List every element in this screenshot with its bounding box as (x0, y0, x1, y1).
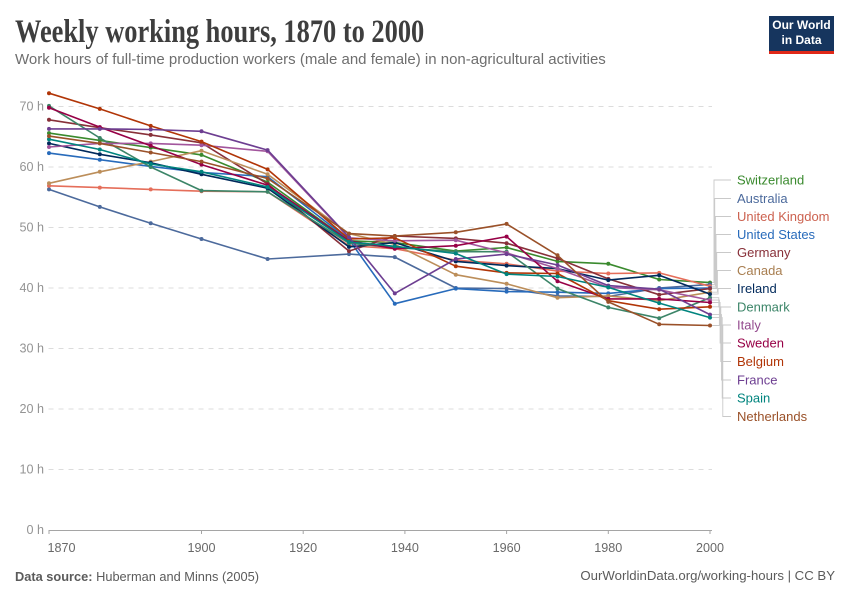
svg-text:1960: 1960 (493, 541, 521, 555)
svg-text:50 h: 50 h (19, 221, 44, 235)
svg-text:Ireland: Ireland (737, 281, 777, 296)
svg-text:1870: 1870 (48, 541, 76, 555)
svg-text:40 h: 40 h (19, 281, 44, 295)
svg-text:France: France (737, 373, 777, 388)
svg-text:Germany: Germany (737, 245, 791, 260)
svg-text:1920: 1920 (289, 541, 317, 555)
svg-text:1900: 1900 (187, 541, 215, 555)
svg-text:Switzerland: Switzerland (737, 173, 804, 188)
svg-text:United Kingdom: United Kingdom (737, 209, 830, 224)
svg-text:Sweden: Sweden (737, 336, 784, 351)
svg-text:Australia: Australia (737, 191, 788, 206)
svg-text:Denmark: Denmark (737, 300, 790, 315)
svg-text:60 h: 60 h (19, 160, 44, 174)
svg-text:Netherlands: Netherlands (737, 409, 808, 424)
svg-text:Spain: Spain (737, 391, 770, 406)
svg-text:10 h: 10 h (19, 463, 44, 477)
svg-text:0 h: 0 h (26, 523, 44, 537)
svg-text:Belgium: Belgium (737, 354, 784, 369)
svg-text:Italy: Italy (737, 318, 761, 333)
svg-text:1980: 1980 (594, 541, 622, 555)
svg-text:30 h: 30 h (19, 342, 44, 356)
svg-text:1940: 1940 (391, 541, 419, 555)
svg-text:70 h: 70 h (19, 100, 44, 114)
svg-text:United States: United States (737, 227, 816, 242)
svg-text:Canada: Canada (737, 263, 783, 278)
svg-text:20 h: 20 h (19, 402, 44, 416)
svg-text:2000: 2000 (696, 541, 724, 555)
